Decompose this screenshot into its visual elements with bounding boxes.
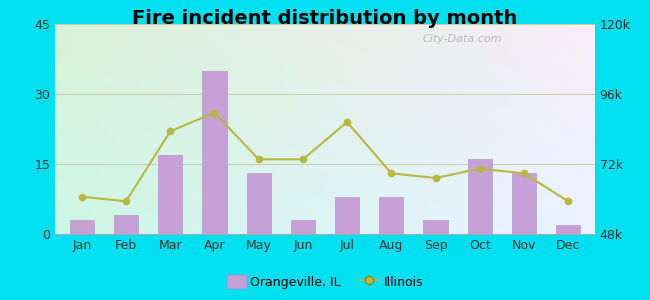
Text: City-Data.com: City-Data.com: [422, 34, 502, 44]
Bar: [202, 71, 227, 234]
Text: Fire incident distribution by month: Fire incident distribution by month: [133, 9, 517, 28]
Bar: [379, 197, 404, 234]
Bar: [467, 159, 492, 234]
Bar: [556, 225, 580, 234]
Legend: Orangeville, IL, Illinois: Orangeville, IL, Illinois: [222, 270, 428, 294]
Bar: [423, 220, 448, 234]
Bar: [512, 173, 536, 234]
Bar: [291, 220, 315, 234]
Bar: [246, 173, 271, 234]
Bar: [70, 220, 94, 234]
Bar: [335, 197, 359, 234]
Bar: [158, 155, 183, 234]
Bar: [114, 215, 138, 234]
